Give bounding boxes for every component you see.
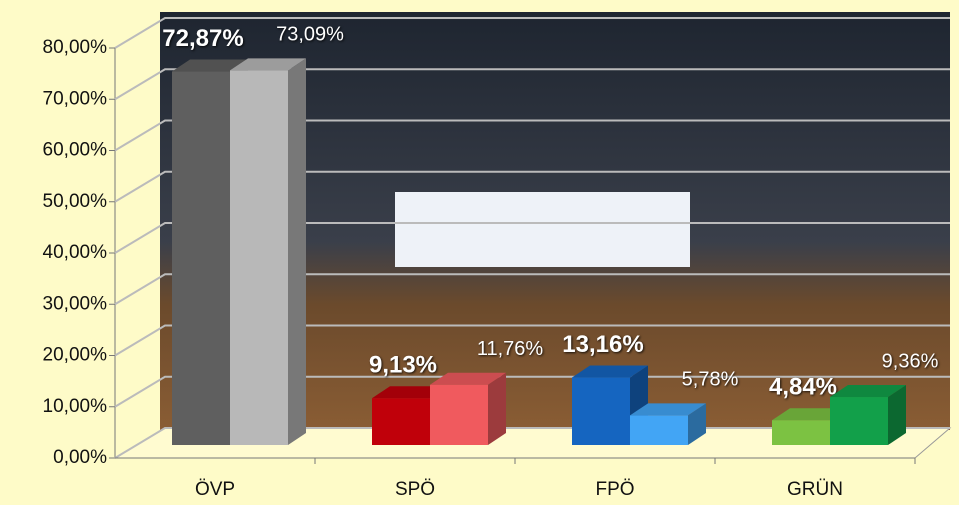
value-label: 9,13% (369, 352, 437, 379)
grid-line (114, 324, 950, 357)
bar (372, 398, 430, 445)
value-label: 9,36% (882, 350, 939, 372)
value-label: 13,16% (562, 331, 643, 358)
y-tick-label: 60,00% (43, 140, 108, 161)
bar-top (430, 372, 506, 385)
grid-line (114, 222, 950, 254)
bar (572, 377, 630, 445)
x-tick-label: SPÖ (395, 479, 435, 500)
bar-side (288, 58, 306, 445)
x-tick-label: FPÖ (595, 479, 634, 500)
x-tick-label: ÖVP (195, 479, 235, 500)
bar-top (630, 403, 706, 416)
bar-top (830, 385, 906, 398)
grid-line (114, 17, 950, 49)
bar-top (572, 365, 648, 378)
bar-top (230, 58, 306, 71)
grid-line (114, 170, 950, 203)
grid-line (114, 375, 950, 408)
y-tick-label: 10,00% (43, 396, 108, 417)
bar-side (688, 403, 706, 445)
bar-top (772, 408, 848, 421)
grid-line (114, 273, 950, 306)
y-tick-label: 70,00% (43, 88, 108, 109)
bar-side (488, 372, 506, 445)
y-tick-label: 30,00% (43, 293, 108, 314)
value-label: 11,76% (477, 338, 544, 360)
bar (430, 384, 488, 445)
y-tick-label: 50,00% (43, 191, 108, 212)
bar-top (172, 59, 248, 72)
x-tick-label: GRÜN (787, 479, 843, 500)
grid-line (114, 68, 950, 101)
photo-banner (395, 192, 690, 267)
bar (230, 70, 288, 445)
y-tick-label: 20,00% (43, 345, 108, 366)
bar (630, 415, 688, 445)
bar-top (372, 386, 448, 399)
bar (172, 71, 230, 445)
bar (772, 420, 830, 445)
grid-line (114, 119, 950, 152)
value-label: 5,78% (682, 369, 739, 391)
bar-side (888, 385, 906, 445)
y-tick-label: 0,00% (53, 447, 107, 468)
value-label: 4,84% (769, 374, 837, 401)
y-tick-label: 80,00% (43, 37, 108, 58)
bar (830, 397, 888, 445)
value-label: 72,87% (162, 25, 243, 52)
value-label: 73,09% (276, 24, 344, 46)
y-tick-label: 40,00% (43, 242, 108, 263)
